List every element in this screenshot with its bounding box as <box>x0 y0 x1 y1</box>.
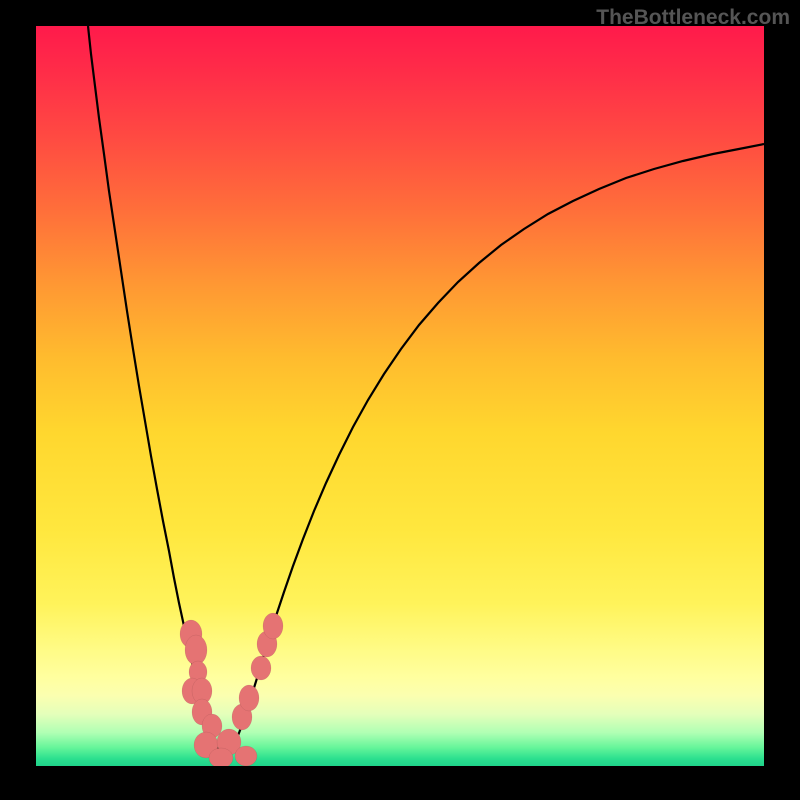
data-marker <box>239 685 259 711</box>
plot-area <box>36 26 764 766</box>
data-marker <box>185 635 207 665</box>
right-curve <box>224 144 764 752</box>
data-marker <box>251 656 271 680</box>
marker-group <box>180 613 283 766</box>
data-marker <box>235 746 257 766</box>
data-marker <box>209 748 233 766</box>
data-marker <box>263 613 283 639</box>
chart-container: TheBottleneck.com <box>0 0 800 800</box>
watermark-text: TheBottleneck.com <box>596 6 790 30</box>
curves-layer <box>36 26 764 766</box>
